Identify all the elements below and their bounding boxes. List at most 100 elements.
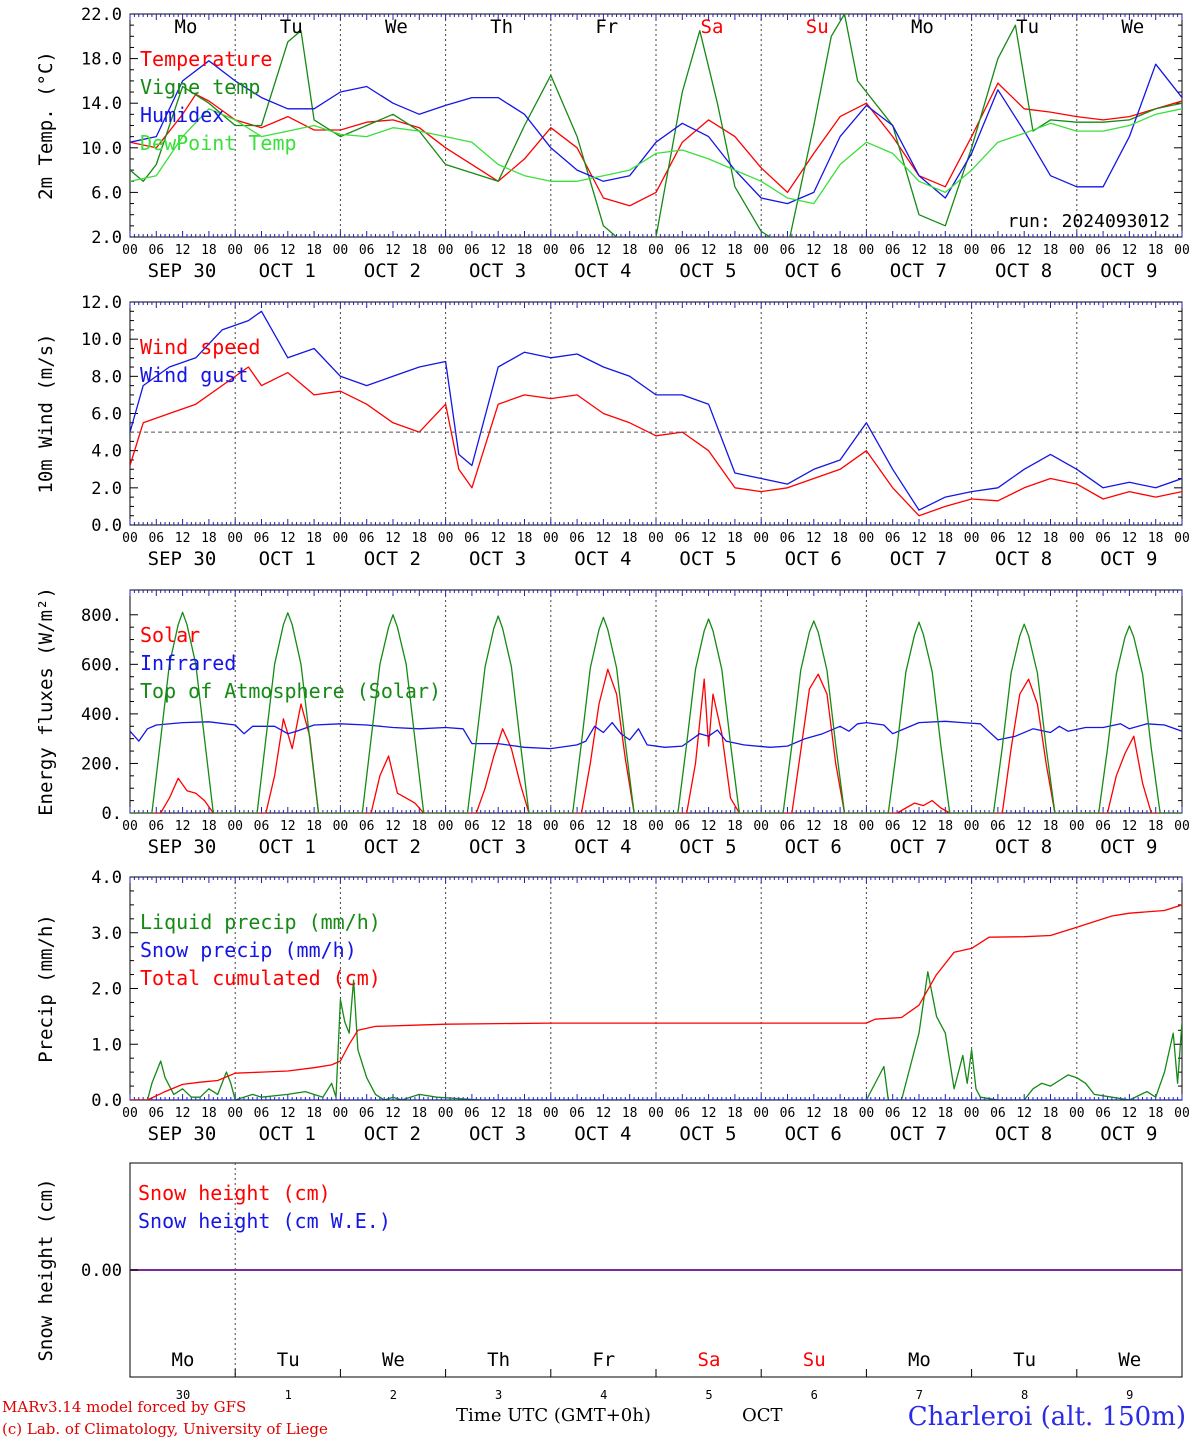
x-hour-label: 12 bbox=[175, 531, 191, 546]
x-hour-label: 06 bbox=[464, 819, 480, 834]
x-hour-label: 00 bbox=[227, 531, 243, 546]
day-number: 2 bbox=[390, 1388, 397, 1402]
x-hour-label: 18 bbox=[201, 1106, 217, 1121]
x-hour-label: 18 bbox=[411, 819, 427, 834]
x-hour-label: 12 bbox=[911, 819, 927, 834]
day-label: Tu bbox=[1016, 16, 1039, 38]
x-hour-label: 06 bbox=[990, 243, 1006, 258]
x-hour-label: 06 bbox=[885, 1106, 901, 1121]
x-hour-label: 06 bbox=[780, 243, 796, 258]
x-hour-label: 06 bbox=[464, 531, 480, 546]
x-hour-label: 12 bbox=[385, 819, 401, 834]
x-hour-label: 06 bbox=[990, 1106, 1006, 1121]
x-hour-label: 12 bbox=[701, 1106, 717, 1121]
x-date-label: OCT 2 bbox=[364, 836, 421, 858]
x-date-label: OCT 3 bbox=[469, 260, 526, 282]
legend-entry: Liquid precip (mm/h) bbox=[140, 910, 381, 934]
x-hour-label: 12 bbox=[596, 531, 612, 546]
x-hour-label: 00 bbox=[333, 819, 349, 834]
x-hour-label: 00 bbox=[333, 1106, 349, 1121]
x-hour-label: 18 bbox=[937, 1106, 953, 1121]
day-number: 7 bbox=[916, 1388, 923, 1402]
x-hour-label: 06 bbox=[148, 243, 164, 258]
x-hour-label: 18 bbox=[622, 819, 638, 834]
x-hour-label: 18 bbox=[1148, 819, 1164, 834]
x-hour-label: 18 bbox=[306, 819, 322, 834]
x-date-label: OCT 6 bbox=[785, 1123, 842, 1145]
x-hour-label: 18 bbox=[1043, 819, 1059, 834]
series-line-top-of-atmosphere-solar- bbox=[130, 611, 1182, 813]
y-axis-label: 2m Temp. (°C) bbox=[35, 51, 57, 200]
x-hour-label: 00 bbox=[438, 243, 454, 258]
y-tick-label: 6.0 bbox=[91, 183, 122, 203]
x-hour-label: 06 bbox=[780, 819, 796, 834]
x-hour-label: 12 bbox=[596, 1106, 612, 1121]
x-hour-label: 00 bbox=[122, 243, 138, 258]
x-date-label: OCT 1 bbox=[259, 1123, 316, 1145]
x-hour-label: 06 bbox=[674, 1106, 690, 1121]
y-axis-label: Snow height (cm) bbox=[35, 1178, 57, 1361]
y-tick-label: 14.0 bbox=[81, 94, 122, 114]
x-hour-label: 12 bbox=[490, 1106, 506, 1121]
legend-entry: Snow height (cm) bbox=[138, 1181, 331, 1205]
legend-entry: Wind gust bbox=[140, 363, 248, 387]
x-hour-label: 18 bbox=[832, 1106, 848, 1121]
x-hour-label: 12 bbox=[1016, 531, 1032, 546]
series-line-total-cumulated-cm- bbox=[130, 903, 1182, 1100]
x-hour-label: 12 bbox=[385, 531, 401, 546]
x-hour-label: 06 bbox=[1095, 1106, 1111, 1121]
series-line-vigne-temp bbox=[130, 14, 1182, 237]
x-hour-label: 12 bbox=[280, 819, 296, 834]
x-hour-label: 12 bbox=[806, 243, 822, 258]
series-line-humidex bbox=[130, 60, 1182, 205]
day-label: Mo bbox=[175, 16, 198, 38]
lab-credit: (c) Lab. of Climatology, University of L… bbox=[2, 1420, 328, 1438]
x-hour-label: 18 bbox=[937, 819, 953, 834]
x-hour-label: 00 bbox=[122, 531, 138, 546]
day-number: 1 bbox=[285, 1388, 292, 1402]
x-hour-label: 00 bbox=[859, 243, 875, 258]
day-label: Mo bbox=[908, 1349, 931, 1371]
x-hour-label: 12 bbox=[806, 531, 822, 546]
x-hour-label: 06 bbox=[148, 1106, 164, 1121]
x-hour-label: 00 bbox=[1174, 1106, 1190, 1121]
day-label: Fr bbox=[595, 16, 618, 38]
x-date-label: OCT 4 bbox=[574, 548, 631, 570]
x-hour-label: 18 bbox=[306, 243, 322, 258]
x-hour-label: 00 bbox=[964, 1106, 980, 1121]
x-hour-label: 00 bbox=[753, 819, 769, 834]
x-hour-label: 12 bbox=[911, 243, 927, 258]
x-hour-label: 12 bbox=[490, 531, 506, 546]
x-hour-label: 00 bbox=[964, 819, 980, 834]
x-date-label: SEP 30 bbox=[148, 1123, 217, 1145]
x-hour-label: 12 bbox=[280, 531, 296, 546]
x-date-label: OCT 5 bbox=[679, 1123, 736, 1145]
x-hour-label: 06 bbox=[990, 531, 1006, 546]
y-tick-label: 800. bbox=[81, 606, 122, 626]
x-date-label: OCT 2 bbox=[364, 260, 421, 282]
y-axis-label: 10m Wind (m/s) bbox=[35, 333, 57, 493]
x-date-label: OCT 8 bbox=[995, 548, 1052, 570]
y-tick-label: 6.0 bbox=[91, 405, 122, 425]
x-hour-label: 12 bbox=[490, 243, 506, 258]
legend-entry: Temperature bbox=[140, 47, 272, 71]
month-label: OCT bbox=[742, 1405, 783, 1426]
x-hour-label: 12 bbox=[701, 819, 717, 834]
x-hour-label: 18 bbox=[1148, 531, 1164, 546]
x-hour-label: 18 bbox=[411, 243, 427, 258]
legend-entry: Humidex bbox=[140, 103, 224, 127]
y-tick-label: 2.0 bbox=[91, 228, 122, 248]
y-tick-label: 0.0 bbox=[91, 1091, 122, 1111]
y-tick-label: 400. bbox=[81, 705, 122, 725]
day-label: Tu bbox=[280, 16, 303, 38]
x-hour-label: 00 bbox=[333, 531, 349, 546]
legend-entry: Total cumulated (cm) bbox=[140, 966, 381, 990]
x-hour-label: 12 bbox=[280, 1106, 296, 1121]
x-hour-label: 12 bbox=[1122, 531, 1138, 546]
day-label: Tu bbox=[1013, 1349, 1036, 1371]
day-label: Sa bbox=[698, 1349, 721, 1371]
x-hour-label: 00 bbox=[1069, 531, 1085, 546]
x-hour-label: 00 bbox=[438, 819, 454, 834]
